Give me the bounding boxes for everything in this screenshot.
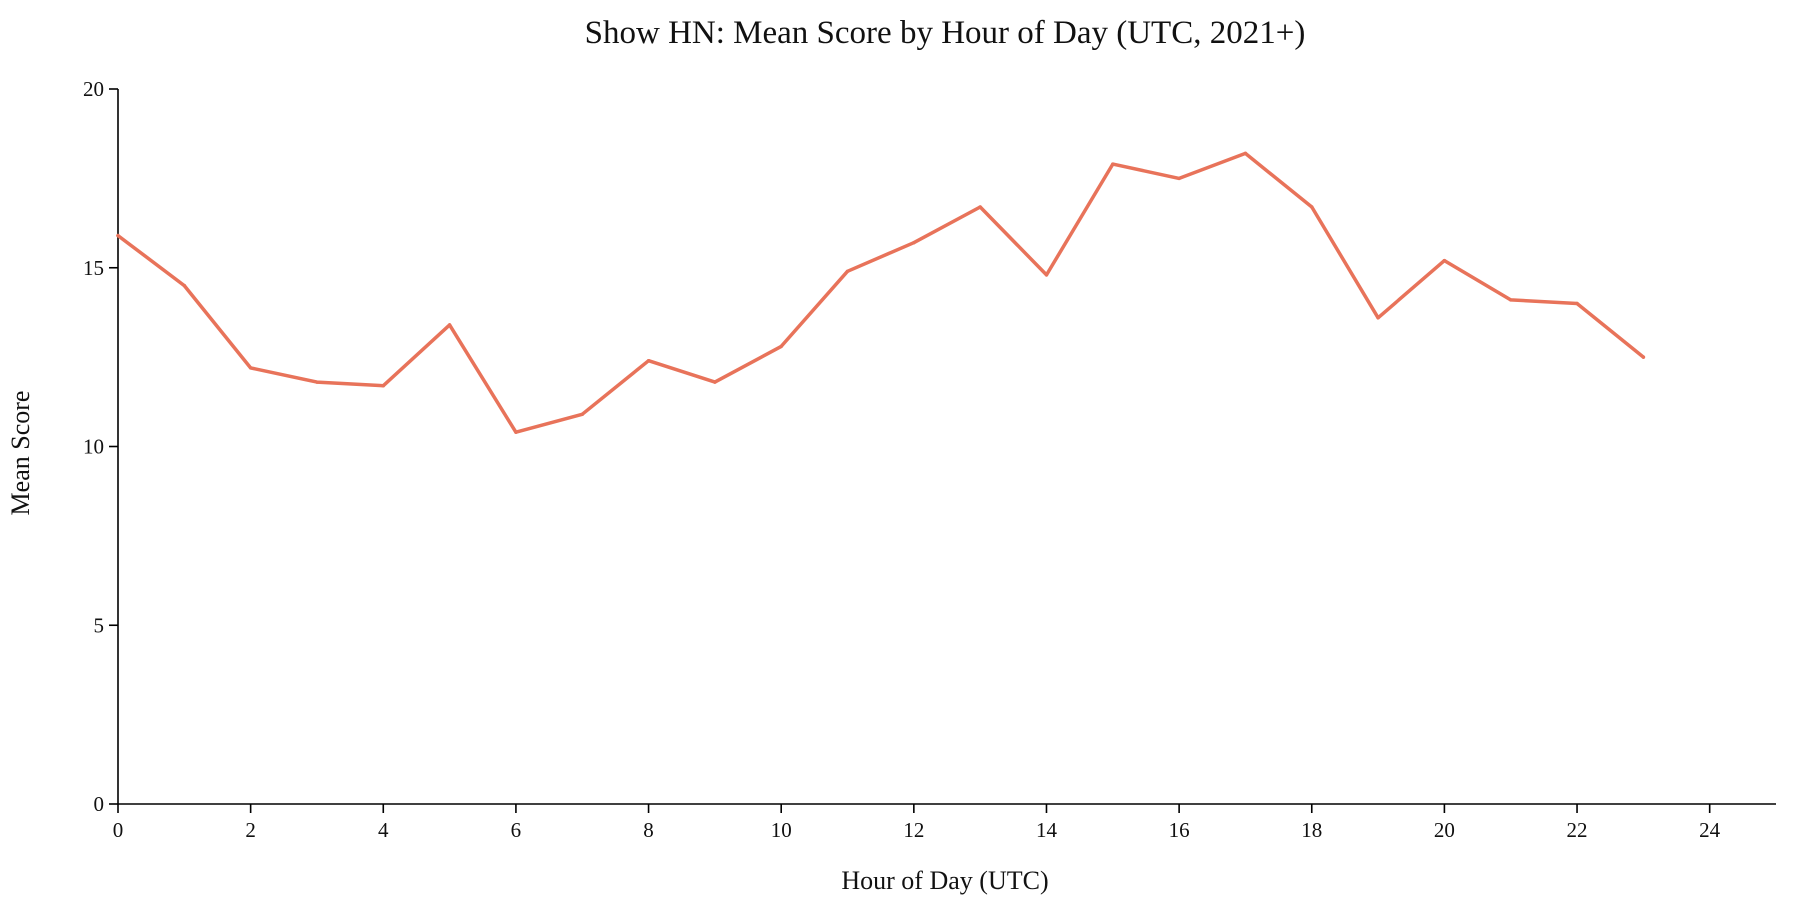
y-tick-label: 20	[83, 77, 104, 101]
data-point	[779, 344, 783, 349]
x-tick-label: 16	[1169, 818, 1190, 842]
data-point	[1111, 162, 1115, 166]
x-tick-label: 10	[771, 818, 792, 842]
x-tick-label: 8	[643, 818, 654, 842]
series-layer	[116, 151, 1646, 434]
data-point	[1310, 205, 1314, 209]
data-point	[1044, 273, 1049, 277]
data-point	[1509, 298, 1513, 302]
data-point	[713, 380, 717, 384]
x-tick-label: 14	[1036, 818, 1058, 842]
y-axis-label: Mean Score	[6, 391, 35, 516]
x-tick-label: 0	[113, 818, 124, 842]
data-point	[580, 412, 584, 417]
data-point	[1376, 316, 1380, 320]
data-point	[315, 380, 319, 384]
data-point	[978, 205, 982, 209]
x-tick-label: 20	[1434, 818, 1455, 842]
y-tick-label: 0	[94, 792, 105, 816]
data-point	[646, 359, 651, 363]
x-axis-label: Hour of Day (UTC)	[841, 866, 1048, 895]
x-axis: 0 2 4 6 8 10 12 14 16 18 20 22 24	[113, 803, 1776, 842]
data-point	[1641, 355, 1646, 359]
x-tick-label: 22	[1567, 818, 1588, 842]
y-tick-label: 5	[94, 613, 105, 637]
x-tick-label: 6	[511, 818, 522, 842]
data-point	[248, 366, 253, 370]
data-point	[1177, 176, 1181, 181]
y-axis: 0 5 10 15 20	[83, 77, 119, 816]
data-point	[1442, 258, 1447, 263]
x-tick-label: 24	[1699, 818, 1721, 842]
y-tick-label: 10	[83, 435, 104, 459]
y-tick-label: 15	[83, 256, 104, 280]
x-tick-label: 4	[378, 818, 389, 842]
x-tick-label: 18	[1301, 818, 1322, 842]
series-line	[116, 151, 1646, 434]
x-tick-label: 12	[903, 818, 924, 842]
data-point	[514, 430, 518, 434]
data-point	[182, 283, 187, 288]
data-point	[116, 233, 120, 238]
data-point	[447, 323, 452, 327]
data-point	[912, 241, 916, 245]
data-point	[1575, 301, 1579, 306]
chart-title: Show HN: Mean Score by Hour of Day (UTC,…	[585, 15, 1306, 51]
data-point	[845, 269, 850, 274]
x-tick-label: 2	[245, 818, 256, 842]
data-point	[381, 384, 385, 388]
data-point	[1243, 151, 1248, 156]
